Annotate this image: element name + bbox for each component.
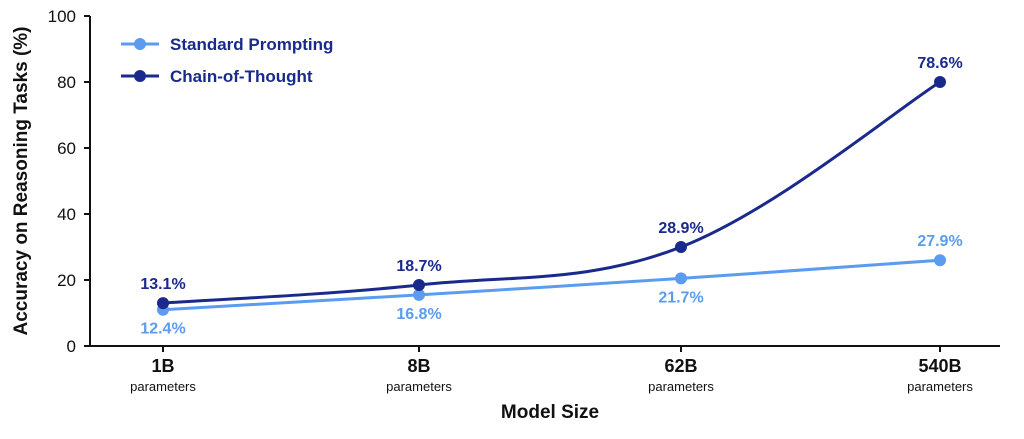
y-tick-label: 60: [57, 139, 76, 158]
x-category-sublabel: parameters: [386, 379, 452, 394]
y-tick-label: 40: [57, 205, 76, 224]
x-category-label: 8B: [407, 356, 430, 376]
series-layer: 12.4% 16.8% 21.7% 27.9% 13.1% 18.7% 28.9% 78.6%: [140, 55, 962, 338]
data-point: [675, 241, 687, 253]
data-point: [675, 272, 687, 285]
data-point: [413, 288, 425, 301]
legend-item-cot: Chain-of-Thought: [121, 67, 313, 86]
y-tick-label: 20: [57, 271, 76, 290]
series-line: [162, 80, 941, 305]
legend-label-cot: Chain-of-Thought: [170, 67, 313, 86]
data-point: [934, 254, 946, 267]
legend-label-standard: Standard Prompting: [170, 35, 333, 54]
plot-area: 0 20 40 60 80 100 1B parameters 8B parameters 62B…: [48, 7, 1000, 394]
legend-marker-cot: [134, 70, 146, 82]
x-axis-title: Model Size: [501, 402, 599, 423]
data-label: 78.6%: [917, 55, 962, 72]
series-standard: 12.4% 16.8% 21.7% 27.9%: [140, 233, 962, 338]
y-ticks: 0 20 40 60 80 100: [48, 7, 90, 356]
y-axis-title: Accuracy on Reasoning Tasks (%): [11, 26, 32, 335]
legend-item-standard: Standard Prompting: [121, 35, 333, 54]
y-tick-label: 0: [67, 337, 76, 356]
x-category-sublabel: parameters: [907, 379, 973, 394]
x-category-label: 540B: [918, 356, 961, 376]
data-label: 16.8%: [396, 306, 441, 323]
x-category-label: 1B: [151, 356, 174, 376]
x-category-sublabel: parameters: [130, 379, 196, 394]
legend: Standard Prompting Chain-of-Thought: [121, 35, 333, 86]
y-tick-label: 80: [57, 73, 76, 92]
data-label: 12.4%: [140, 321, 185, 338]
data-label: 28.9%: [658, 220, 703, 237]
y-tick-label: 100: [48, 7, 76, 26]
data-label: 21.7%: [658, 289, 703, 306]
data-label: 27.9%: [917, 233, 962, 250]
legend-marker-standard: [134, 38, 146, 50]
x-category-label: 62B: [664, 356, 697, 376]
data-point: [157, 297, 169, 310]
series-line: [162, 258, 941, 312]
data-label: 13.1%: [140, 276, 185, 293]
data-label: 18.7%: [396, 258, 441, 275]
data-point: [934, 76, 946, 88]
data-point: [413, 278, 425, 291]
series-cot: 13.1% 18.7% 28.9% 78.6%: [140, 55, 963, 310]
x-category-sublabel: parameters: [648, 379, 714, 394]
x-categories: 1B parameters 8B parameters 62B parameters 540…: [130, 346, 973, 394]
